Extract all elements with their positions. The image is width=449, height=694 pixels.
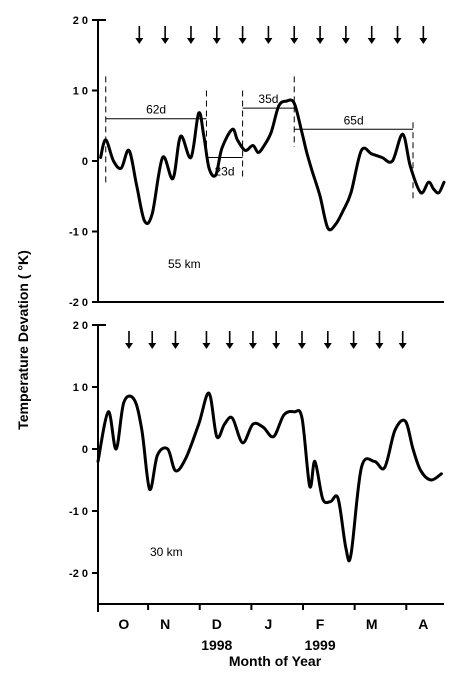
- arrow-head: [148, 343, 157, 349]
- y-tick-label: 2 0: [73, 320, 88, 332]
- arrow-head: [341, 38, 350, 44]
- y-tick-label: 0: [82, 444, 88, 456]
- panel-altitude-label: 55 km: [168, 257, 201, 271]
- x-tick-label: F: [316, 616, 325, 632]
- arrow-head: [323, 343, 332, 349]
- panel-altitude-label: 30 km: [150, 545, 183, 559]
- arrow-head: [202, 343, 211, 349]
- arrow-head: [124, 343, 133, 349]
- arrow-head: [290, 38, 299, 44]
- y-tick-label: -2 0: [69, 568, 88, 580]
- panel-30km: 2 0 1 0 0 -1 0 -2 0 30 km O N D J F M A 1998 1999: [69, 320, 444, 653]
- arrow-head: [225, 343, 234, 349]
- period-label: 62d: [146, 103, 166, 117]
- arrow-head: [393, 38, 402, 44]
- arrow-head: [238, 38, 247, 44]
- arrow-head: [316, 38, 325, 44]
- x-tick-label: D: [212, 616, 222, 632]
- x-axis-title: Month of Year: [229, 653, 322, 669]
- y-tick-label: -1 0: [69, 506, 88, 518]
- x-tick-label: J: [265, 616, 273, 632]
- panel-55km: 2 0 1 0 0 -1 0 -2 0 62d 23d 35d 65d 55 km: [69, 15, 446, 309]
- y-tick-label: -2 0: [69, 297, 88, 309]
- temperature-series-line: [96, 391, 443, 563]
- arrow-head: [248, 343, 257, 349]
- period-label: 35d: [258, 92, 278, 106]
- x-tick-label: N: [160, 616, 170, 632]
- arrow-head: [375, 343, 384, 349]
- x-tick-label: M: [366, 616, 378, 632]
- year-label: 1999: [304, 637, 335, 653]
- arrow-head: [419, 38, 428, 44]
- arrow-head: [212, 38, 221, 44]
- year-label: 1998: [201, 637, 232, 653]
- y-tick-label: 2 0: [73, 15, 88, 27]
- period-label: 65d: [344, 113, 364, 127]
- y-tick-label: -1 0: [69, 227, 88, 239]
- arrow-head: [367, 38, 376, 44]
- y-tick-label: 0: [82, 156, 88, 168]
- y-tick-label: 1 0: [73, 382, 88, 394]
- arrow-head: [264, 38, 273, 44]
- period-label: 23d: [215, 164, 235, 178]
- arrow-head: [297, 343, 306, 349]
- arrow-head: [272, 343, 281, 349]
- arrow-head: [171, 343, 180, 349]
- arrow-head: [186, 38, 195, 44]
- arrow-head: [135, 38, 144, 44]
- y-axis-title: Temperature Devation ( °K): [15, 250, 31, 430]
- y-tick-label: 1 0: [73, 86, 88, 98]
- arrow-head: [161, 38, 170, 44]
- x-tick-label: O: [118, 616, 129, 632]
- arrow-head: [398, 343, 407, 349]
- x-tick-label: A: [418, 616, 428, 632]
- arrow-head: [349, 343, 358, 349]
- temperature-series-line: [99, 98, 446, 232]
